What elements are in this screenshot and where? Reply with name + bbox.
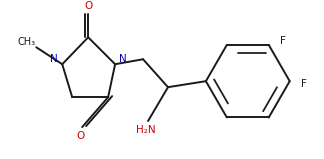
Text: N: N: [119, 54, 127, 64]
Text: F: F: [280, 36, 285, 46]
Text: O: O: [76, 131, 84, 141]
Text: F: F: [301, 79, 307, 89]
Text: CH₃: CH₃: [17, 37, 35, 47]
Text: O: O: [84, 1, 92, 11]
Text: N: N: [51, 54, 58, 64]
Text: H₂N: H₂N: [136, 125, 156, 135]
